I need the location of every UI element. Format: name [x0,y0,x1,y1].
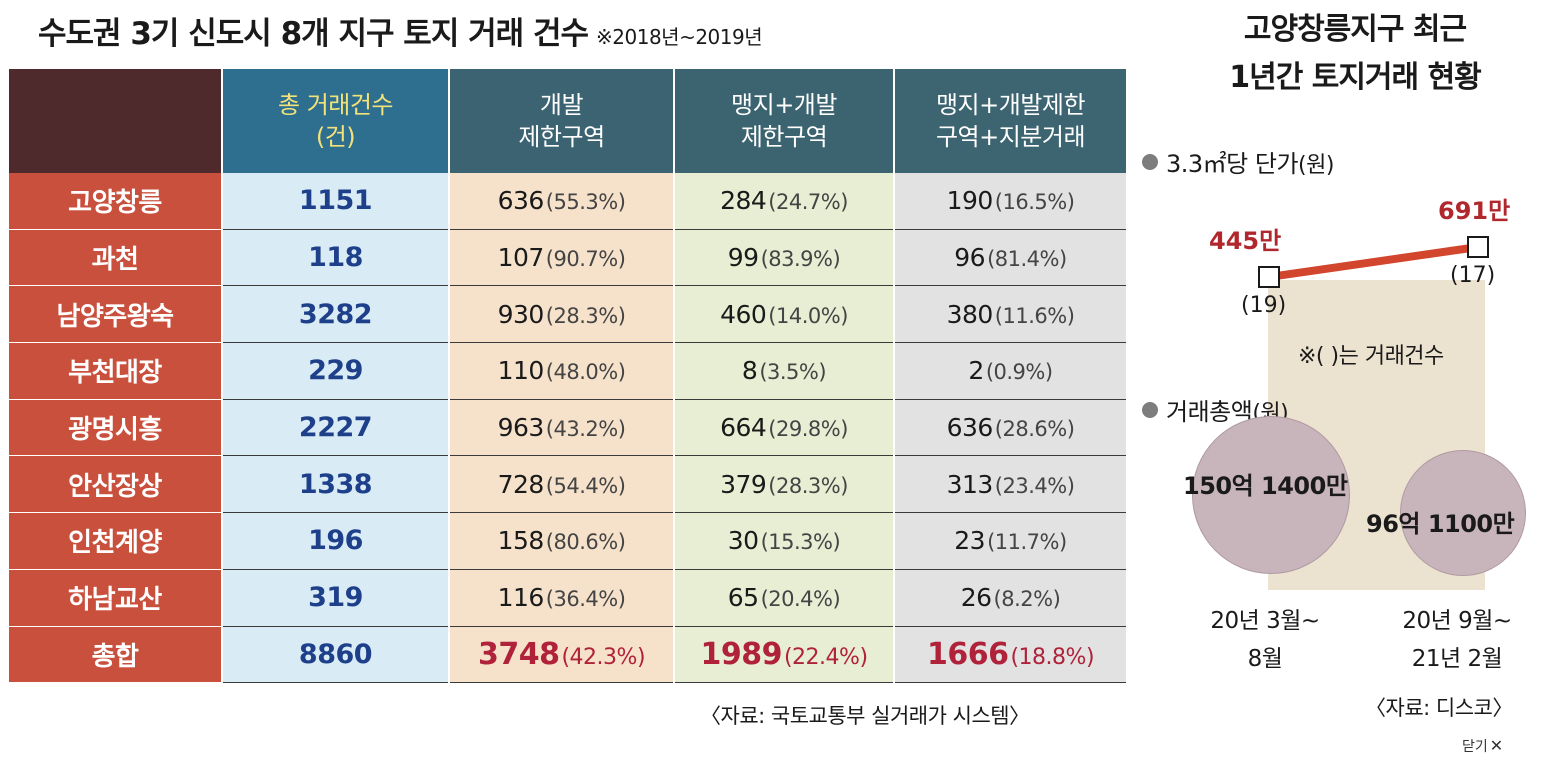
landlocked-restricted-count: 1989(22.4%) [674,626,895,684]
count-label-1: (19) [1241,293,1287,318]
district-name: 광명시흥 [9,399,223,457]
total-count: 2227 [222,399,450,457]
landlocked-restricted-shared-count: 636(28.6%) [894,399,1128,457]
table-row: 안산장상 1338 728(54.4%) 379(28.3%) 313(23.4%) [9,455,1128,514]
landlocked-restricted-shared-count: 96(81.4%) [894,229,1128,287]
price-value-2: 691만 [1438,197,1511,225]
table-row: 인천계양 196 158(80.6%) 30(15.3%) 23(11.7%) [9,512,1128,570]
table-row: 남양주왕숙 3282 930(28.3%) 460(14.0%) 380(11.6%) [9,285,1128,344]
landlocked-restricted-shared-count: 26(8.2%) [894,569,1128,627]
table-row: 과천 118 107(90.7%) 99(83.9%) 96(81.4%) [9,229,1128,287]
transaction-table: 총 거래건수 (건) 개발 제한구역 맹지+개발 제한구역 맹지+개발제한 구역+지분거… [9,69,1128,684]
district-name: 인천계양 [9,512,223,570]
close-button[interactable]: 닫기 ✕ [1462,736,1503,756]
restricted-count: 116(36.4%) [449,569,675,627]
amount-bubble-2 [1399,449,1527,577]
restricted-count: 930(28.3%) [449,285,675,344]
side-title: 고양창릉지구 최근 1년간 토지거래 현황 [1229,12,1482,95]
bullet-dot-icon [1142,154,1158,170]
landlocked-restricted-count: 664(29.8%) [674,399,895,457]
period-label-2: 20년 9월~ 21년 2월 [1402,608,1512,672]
table-header-row: 총 거래건수 (건) 개발 제한구역 맹지+개발 제한구역 맹지+개발제한 구역+지분거… [9,69,1128,173]
total-count: 1338 [222,455,450,514]
main-title: 수도권 3기 신도시 8개 지구 토지 거래 건수 ※2018년~2019년 [38,8,763,53]
restricted-count: 963(43.2%) [449,399,675,457]
restricted-count: 110(48.0%) [449,342,675,400]
district-name: 부천대장 [9,342,223,400]
close-icon: ✕ [1489,736,1504,755]
price-line [1268,243,1479,281]
table-row: 고양창릉 1151 636(55.3%) 284(24.7%) 190(16.5%) [9,173,1128,230]
district-name: 고양창릉 [9,173,223,230]
price-value-1: 445만 [1209,227,1282,255]
header-restricted: 개발 제한구역 [449,69,675,173]
total-count: 196 [222,512,450,570]
landlocked-restricted-shared-count: 313(23.4%) [894,455,1128,514]
total-count: 1151 [222,173,450,230]
district-name: 과천 [9,229,223,287]
landlocked-restricted-shared-count: 23(11.7%) [894,512,1128,570]
header-landlocked-restricted-shared: 맹지+개발제한 구역+지분거래 [894,69,1128,173]
table-row: 부천대장 229 110(48.0%) 8(3.5%) 2(0.9%) [9,342,1128,400]
amount-bubble-1 [1192,416,1350,574]
table-sum-row: 총합 8860 3748(42.3%) 1989(22.4%) 1666(18.8%) [9,626,1128,684]
landlocked-restricted-count: 30(15.3%) [674,512,895,570]
district-name: 안산장상 [9,455,223,514]
header-total: 총 거래건수 (건) [222,69,450,173]
restricted-count: 158(80.6%) [449,512,675,570]
district-name: 총합 [9,626,223,684]
landlocked-restricted-count: 460(14.0%) [674,285,895,344]
amount-label-2: 96억 1100만 [1366,510,1515,538]
amount-label-1: 150억 1400만 [1183,472,1348,500]
period-label-1: 20년 3월~ 8월 [1210,608,1320,672]
landlocked-restricted-shared-count: 380(11.6%) [894,285,1128,344]
count-note: ※( )는 거래건수 [1298,344,1444,369]
table-row: 광명시흥 2227 963(43.2%) 664(29.8%) 636(28.6%) [9,399,1128,457]
landlocked-restricted-count: 65(20.4%) [674,569,895,627]
total-count: 3282 [222,285,450,344]
landlocked-restricted-count: 284(24.7%) [674,173,895,230]
close-label: 닫기 [1462,739,1488,755]
header-corner [9,69,223,173]
district-name: 남양주왕숙 [9,285,223,344]
main-title-text: 수도권 3기 신도시 8개 지구 토지 거래 건수 [38,16,589,52]
restricted-count: 3748(42.3%) [449,626,675,684]
district-name: 하남교산 [9,569,223,627]
period-note: ※2018년~2019년 [596,25,763,49]
price-legend: 3.3㎡당 단가(원) [1142,144,1334,179]
total-count: 319 [222,569,450,627]
table-row: 하남교산 319 116(36.4%) 65(20.4%) 26(8.2%) [9,569,1128,627]
landlocked-restricted-count: 379(28.3%) [674,455,895,514]
restricted-count: 636(55.3%) [449,173,675,230]
landlocked-restricted-shared-count: 2(0.9%) [894,342,1128,400]
landlocked-restricted-shared-count: 1666(18.8%) [894,626,1128,684]
amount-legend: 거래총액(원) [1142,392,1289,427]
total-count: 8860 [222,626,450,684]
restricted-count: 107(90.7%) [449,229,675,287]
total-count: 229 [222,342,450,400]
source-right: 〈자료: 디스코〉 [1365,696,1513,720]
landlocked-restricted-count: 99(83.9%) [674,229,895,287]
total-count: 118 [222,229,450,287]
source-left: 〈자료: 국토교통부 실거래가 시스템〉 [700,704,1030,728]
header-landlocked-restricted: 맹지+개발 제한구역 [674,69,895,173]
price-marker-1 [1258,266,1280,288]
landlocked-restricted-shared-count: 190(16.5%) [894,173,1128,230]
count-label-2: (17) [1450,263,1496,288]
restricted-count: 728(54.4%) [449,455,675,514]
landlocked-restricted-count: 8(3.5%) [674,342,895,400]
price-marker-2 [1467,236,1489,258]
bullet-dot-icon [1142,402,1158,418]
